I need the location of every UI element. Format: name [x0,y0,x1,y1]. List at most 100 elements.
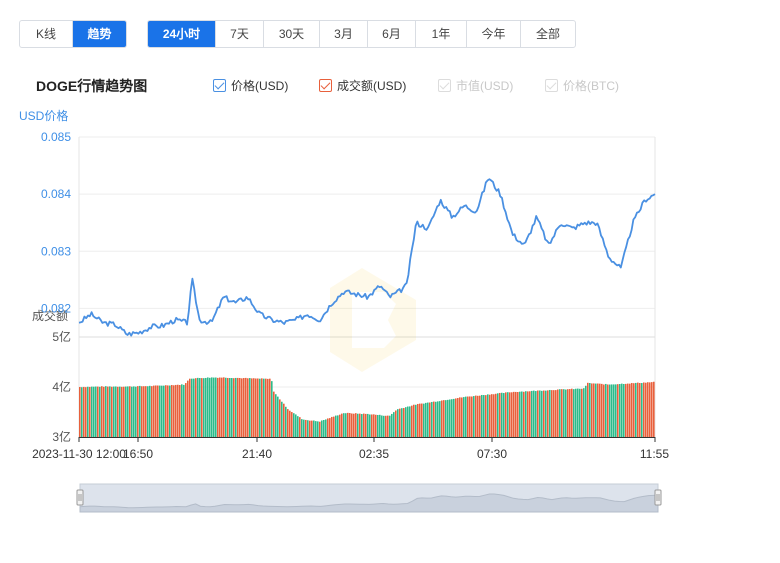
volume-bar [247,378,249,437]
volume-bar [87,386,89,437]
volume-bar [409,406,411,437]
legend-item-0[interactable]: 价格(USD) [213,77,288,94]
range-button-0[interactable]: 24小时 [148,21,216,47]
volume-bar [221,377,223,437]
volume-bar [209,377,211,437]
view-button-1[interactable]: 趋势 [73,21,126,47]
volume-bar [201,378,203,437]
checkbox-icon[interactable] [545,79,558,92]
volume-bar [149,385,151,437]
volume-bar [119,386,121,437]
volume-bar [377,414,379,437]
volume-bar [493,394,495,437]
volume-bar [529,391,531,437]
volume-bar [145,386,147,437]
volume-bar [559,389,561,437]
legend-label: 价格(USD) [231,79,289,93]
volume-bar [203,378,205,437]
volume-bar [177,384,179,437]
volume-bar [269,378,271,437]
volume-bar [505,392,507,437]
range-button-5[interactable]: 1年 [416,21,467,47]
view-button-0[interactable]: K线 [20,21,73,47]
volume-bar [379,414,381,437]
volume-bar [611,384,613,437]
navigator-right-handle[interactable] [654,489,662,506]
volume-bar [621,383,623,437]
volume-bar [113,386,115,437]
price-tick-label: 0.085 [41,130,71,144]
volume-bar [435,401,437,437]
legend-label: 成交额(USD) [337,79,407,93]
legend-item-3[interactable]: 价格(BTC) [545,77,619,94]
volume-bar [235,377,237,437]
legend-item-1[interactable]: 成交额(USD) [319,77,406,94]
volume-bar [429,402,431,437]
volume-bar [441,400,443,437]
volume-bar [199,378,201,437]
volume-bar [163,385,165,437]
volume-bar [303,419,305,437]
volume-bar [545,390,547,437]
volume-bar [345,413,347,437]
checkbox-icon[interactable] [213,79,226,92]
volume-bar [483,395,485,437]
volume-bar [249,378,251,437]
volume-bar [421,403,423,437]
volume-bar [105,386,107,437]
volume-bar [385,415,387,437]
range-button-4[interactable]: 6月 [368,21,416,47]
checkbox-icon[interactable] [319,79,332,92]
range-button-3[interactable]: 3月 [320,21,368,47]
volume-bar [193,378,195,437]
volume-bar [279,399,281,437]
legend-item-2[interactable]: 市值(USD) [438,77,513,94]
volume-bar [295,414,297,437]
volume-bar [191,378,193,437]
range-button-1[interactable]: 7天 [216,21,264,47]
watermark-letter [352,292,396,348]
volume-bar [135,386,137,437]
volume-bar [183,384,185,437]
volume-bar [653,381,655,437]
volume-bar [205,377,207,437]
volume-bar [131,386,133,437]
volume-bar [625,383,627,437]
volume-bar [93,386,95,437]
volume-bar [263,378,265,437]
volume-bar [179,385,181,437]
volume-bar [255,378,257,437]
volume-bar [215,377,217,437]
volume-bar [423,403,425,437]
volume-bar [365,413,367,437]
volume-bar [157,385,159,437]
volume-bar [121,386,123,437]
range-navigator[interactable] [76,483,662,513]
range-button-6[interactable]: 今年 [467,21,521,47]
volume-bar [485,395,487,437]
checkbox-icon[interactable] [438,79,451,92]
volume-bar [81,387,83,437]
volume-bar [133,386,135,437]
range-button-7[interactable]: 全部 [535,27,560,41]
volume-bar [261,378,263,437]
volume-bar [609,384,611,437]
x-tick-label: 2023-11-30 12:00 [32,447,126,461]
x-tick-label: 02:35 [359,447,389,461]
range-button-2[interactable]: 30天 [264,21,320,47]
volume-bar [509,392,511,437]
volume-bar [363,413,365,437]
volume-bar [557,389,559,437]
volume-bar [317,421,319,437]
volume-bar [117,386,119,437]
volume-bar [437,401,439,437]
volume-bar [599,383,601,437]
volume-bar [259,378,261,437]
volume-bar [361,414,363,437]
volume-bar [543,390,545,437]
volume-bar [481,394,483,437]
price-line-group [78,178,656,337]
volume-bar [623,384,625,437]
volume-bar [387,415,389,437]
navigator-left-handle[interactable] [76,489,84,506]
